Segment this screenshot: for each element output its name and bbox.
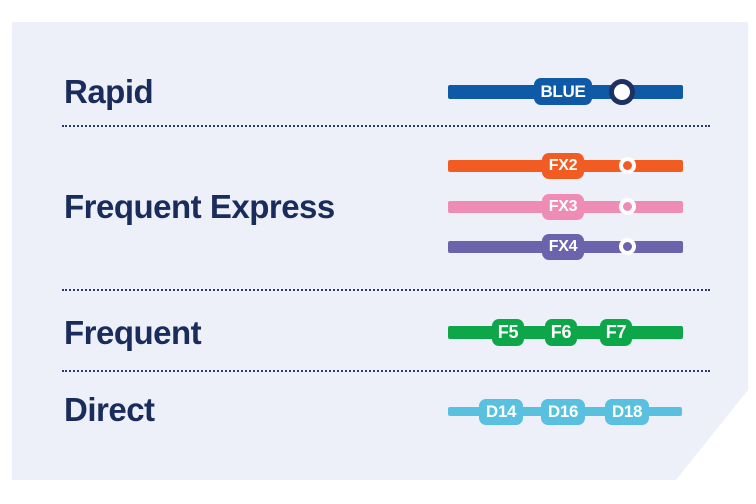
- divider: [62, 289, 710, 291]
- route-badge-f5: F5: [492, 319, 524, 346]
- route-badge-d14: D14: [479, 399, 523, 425]
- route-badge-fx2: FX2: [542, 153, 584, 179]
- stop-marker-icon: [609, 79, 635, 105]
- route-badge-f7: F7: [600, 319, 632, 346]
- route-badge-fx4: FX4: [542, 234, 584, 260]
- route-badge-blue: BLUE: [534, 78, 592, 105]
- row-label-rapid: Rapid: [64, 73, 154, 110]
- row-label-direct: Direct: [64, 391, 155, 428]
- divider: [62, 125, 710, 127]
- row-label-frequent-express: Frequent Express: [64, 188, 335, 225]
- stop-ring-icon: [619, 238, 636, 255]
- route-badge-d18: D18: [605, 399, 649, 425]
- route-badge-fx3: FX3: [542, 194, 584, 220]
- row-label-frequent: Frequent: [64, 314, 202, 351]
- divider: [62, 370, 710, 372]
- stop-ring-icon: [619, 157, 636, 174]
- route-badge-f6: F6: [545, 319, 577, 346]
- route-badge-d16: D16: [541, 399, 585, 425]
- transit-legend-panel: Rapid BLUE Frequent Express FX2 FX3 FX4 …: [12, 22, 748, 480]
- stop-ring-icon: [619, 198, 636, 215]
